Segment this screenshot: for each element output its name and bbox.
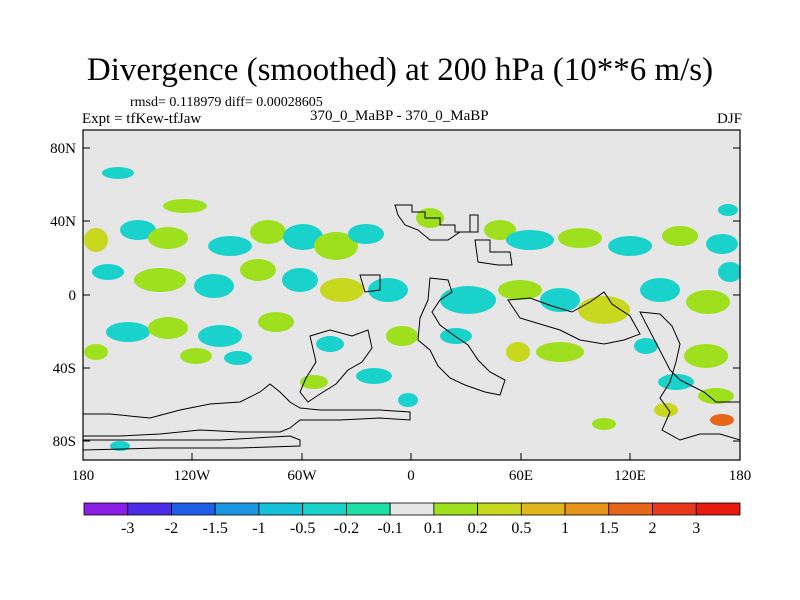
plot-title: Divergence (smoothed) at 200 hPa (10**6 … [86, 52, 714, 88]
lat-label-80s: 80S [53, 434, 76, 450]
colorbar-tick-label: -0.1 [377, 520, 402, 537]
colorbar-swatch [564, 502, 610, 516]
colorbar-swatch [520, 502, 566, 516]
case-label: 370_0_MaBP - 370_0_MaBP [310, 108, 489, 124]
lon-tick-marks [82, 453, 741, 460]
colorbar [83, 502, 741, 516]
lon-label-0: 0 [407, 468, 415, 484]
colorbar-tick-label: -0.5 [290, 520, 315, 537]
colorbar-tick-label: -3 [121, 520, 134, 537]
colorbar-swatch [302, 502, 347, 516]
lat-label-0: 0 [69, 288, 77, 304]
lon-label-180e: 180 [729, 468, 752, 484]
colorbar-tick-label: 0.1 [424, 520, 444, 537]
experiment-label: Expt = tfKew-tfJaw [82, 111, 202, 127]
lat-label-40n: 40N [50, 214, 76, 230]
colorbar-tick-label: 2 [649, 520, 657, 537]
lon-label-180w: 180 [72, 468, 95, 484]
colorbar-swatch [258, 502, 304, 516]
colorbar-swatch [345, 502, 391, 516]
colorbar-tick-label: -1.5 [203, 520, 228, 537]
colorbar-swatch [433, 502, 479, 516]
colorbar-swatch [652, 502, 697, 516]
lon-label-60w: 60W [287, 468, 317, 484]
map-background [83, 130, 740, 460]
colorbar-swatch [83, 502, 129, 516]
colorbar-tick-label: 0.5 [511, 520, 531, 537]
lon-label-120w: 120W [174, 468, 212, 484]
season-label: DJF [716, 111, 742, 127]
coastline-outlines [83, 204, 740, 451]
colorbar-swatch [127, 502, 172, 516]
colorbar-swatch [171, 502, 216, 516]
lon-label-120e: 120E [614, 468, 646, 484]
colorbar-swatch [214, 502, 260, 516]
colorbar-labels: -3 -2 -1.5 -1 -0.5 -0.2 -0.1 0.1 0.2 0.5 1 1.5 2 3 [121, 520, 700, 537]
lat-label-80n: 80N [50, 141, 76, 157]
colorbar-swatch [389, 502, 435, 516]
lat-tick-marks [83, 147, 740, 442]
colorbar-swatch [608, 502, 653, 516]
divergence-field [84, 167, 740, 451]
lon-label-60e: 60E [509, 468, 533, 484]
lat-label-40s: 40S [53, 361, 76, 377]
colorbar-tick-label: 1 [561, 520, 569, 537]
colorbar-swatch [477, 502, 522, 516]
colorbar-swatch [695, 502, 741, 516]
stats-text: rmsd= 0.118979 diff= 0.00028605 [130, 95, 323, 110]
colorbar-tick-label: 1.5 [599, 520, 619, 537]
colorbar-tick-label: 0.2 [468, 520, 488, 537]
colorbar-tick-label: -1 [252, 520, 265, 537]
colorbar-tick-label: 3 [692, 520, 700, 537]
colorbar-tick-label: -2 [165, 520, 178, 537]
colorbar-tick-label: -0.2 [334, 520, 359, 537]
